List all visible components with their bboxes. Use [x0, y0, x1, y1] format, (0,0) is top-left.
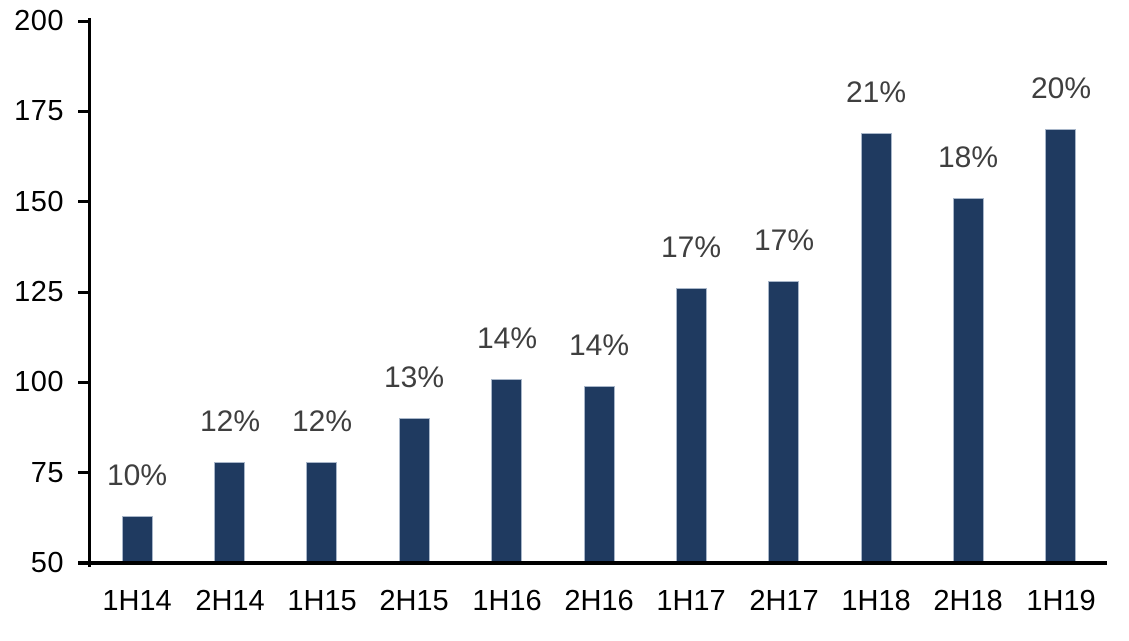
y-tick-mark-200 — [78, 20, 91, 23]
y-tick-mark-150 — [78, 200, 91, 203]
bar-label-1H17: 17% — [660, 231, 722, 264]
bar-2H14 — [214, 462, 245, 561]
bar-label-1H15: 12% — [291, 405, 353, 438]
bar-label-1H18: 21% — [845, 76, 907, 109]
bar-label-1H19: 20% — [1030, 72, 1092, 105]
bar-1H16 — [491, 379, 522, 561]
y-tick-label-50: 50 — [30, 547, 64, 579]
y-tick-label-75: 75 — [30, 457, 64, 489]
y-tick-mark-175 — [78, 110, 91, 113]
bar-2H18 — [953, 198, 984, 561]
y-tick-label-100: 100 — [14, 366, 64, 398]
x-tick-label-2H16: 2H16 — [564, 585, 634, 617]
x-tick-label-1H19: 1H19 — [1026, 585, 1096, 617]
bar-1H15 — [306, 462, 337, 561]
y-tick-mark-50 — [78, 562, 91, 565]
bar-label-2H17: 17% — [753, 224, 815, 257]
bar-label-1H14: 10% — [106, 459, 168, 492]
bar-1H18 — [861, 133, 892, 561]
bar-1H19 — [1045, 129, 1076, 561]
y-tick-mark-125 — [78, 291, 91, 294]
bar-1H14 — [122, 516, 153, 561]
x-tick-label-2H14: 2H14 — [195, 585, 265, 617]
x-tick-label-1H15: 1H15 — [287, 585, 357, 617]
bar-label-1H16: 14% — [476, 322, 538, 355]
x-tick-label-2H17: 2H17 — [749, 585, 819, 617]
y-tick-mark-100 — [78, 381, 91, 384]
x-tick-label-1H18: 1H18 — [841, 585, 911, 617]
y-tick-mark-75 — [78, 471, 91, 474]
bar-1H17 — [676, 288, 707, 561]
y-tick-label-200: 200 — [14, 5, 64, 37]
y-tick-label-125: 125 — [14, 276, 64, 308]
bar-label-2H18: 18% — [937, 141, 999, 174]
x-tick-label-1H17: 1H17 — [656, 585, 726, 617]
bar-2H17 — [768, 281, 799, 561]
x-tick-label-2H18: 2H18 — [933, 585, 1003, 617]
bar-label-2H15: 13% — [383, 361, 445, 394]
x-axis-line — [78, 561, 1107, 565]
x-tick-label-1H16: 1H16 — [472, 585, 542, 617]
x-tick-label-2H15: 2H15 — [379, 585, 449, 617]
bar-label-2H16: 14% — [568, 329, 630, 362]
bar-2H16 — [584, 386, 615, 561]
bar-label-2H14: 12% — [199, 405, 261, 438]
y-tick-label-150: 150 — [14, 186, 64, 218]
bar-2H15 — [399, 418, 430, 561]
y-tick-label-175: 175 — [14, 95, 64, 127]
x-tick-label-1H14: 1H14 — [102, 585, 172, 617]
